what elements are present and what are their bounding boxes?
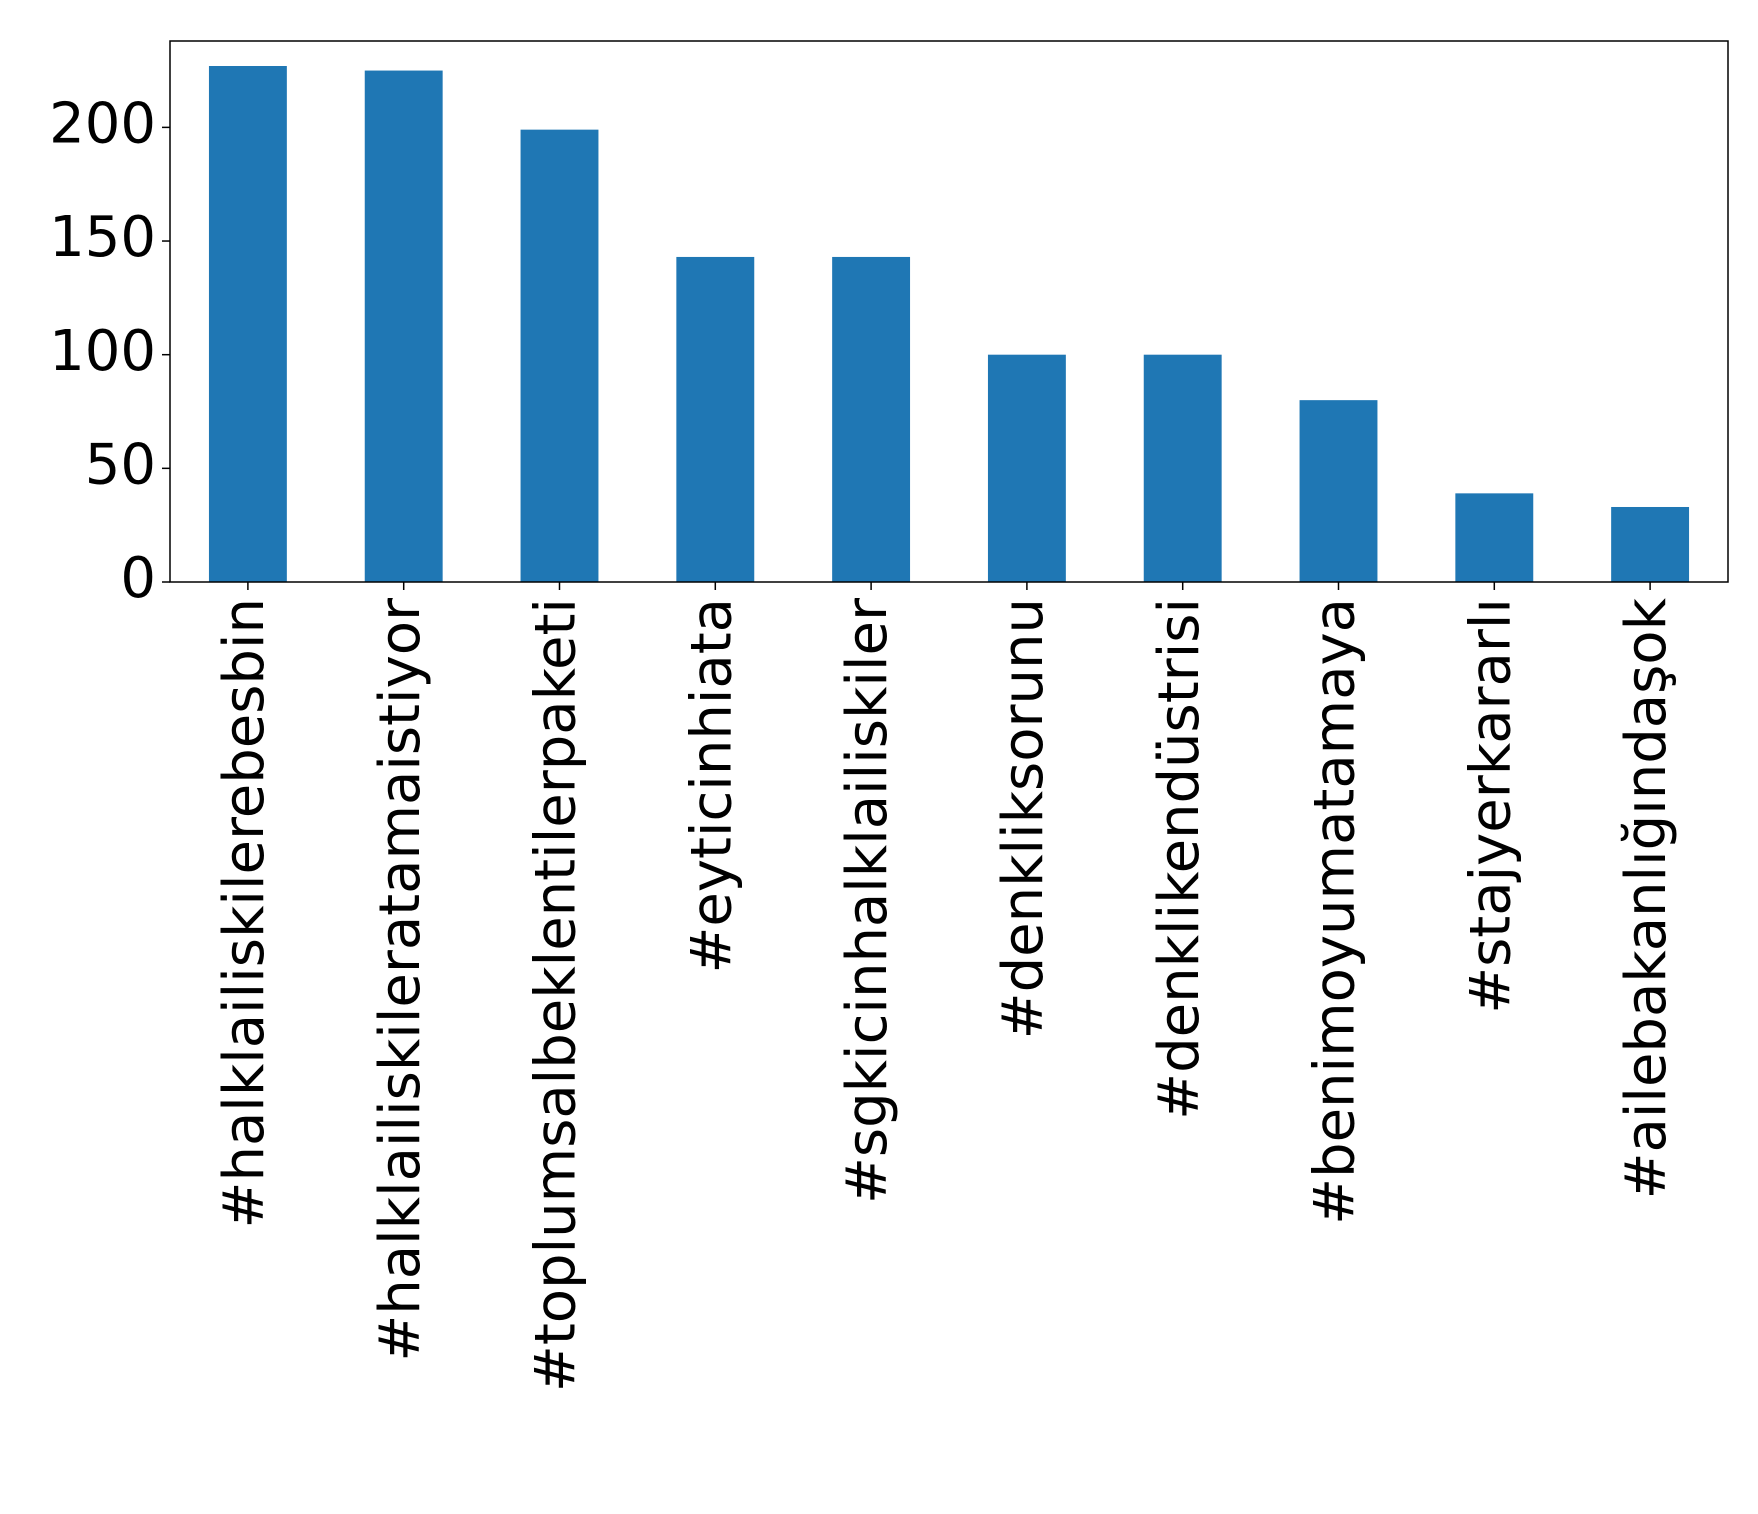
x-tick-label: #sgkicinhalklailiskiler: [835, 597, 900, 1204]
x-tick-label: #eyticinhiata: [679, 598, 744, 974]
bar: [364, 70, 443, 583]
y-tick-label: 0: [120, 546, 156, 611]
x-tick-label: #denklikendüstrisi: [1147, 598, 1212, 1120]
x-tick-label: #toplumsalbeklentilerpaketi: [524, 598, 589, 1392]
bar: [1455, 493, 1534, 582]
y-tick-label: 200: [49, 92, 156, 157]
bar: [1611, 506, 1690, 582]
bar: [1143, 354, 1222, 582]
y-tick-label: 150: [49, 205, 156, 270]
bar: [676, 256, 755, 582]
y-tick-label: 50: [85, 432, 156, 497]
x-tick-label: #halklailiskileratamaistiyor: [368, 597, 433, 1362]
bar: [520, 129, 599, 583]
x-tick-label: #benimoyumatamaya: [1303, 598, 1368, 1225]
bar: [832, 256, 911, 582]
y-tick-label: 100: [49, 319, 156, 384]
bar: [987, 354, 1066, 582]
x-tick-label: #ailebakanlığındaşok: [1614, 597, 1679, 1199]
plot-frame: [169, 40, 1729, 583]
x-tick-label: #denkliksorunu: [991, 598, 1056, 1039]
x-tick-label: #halklailiskilerebesbin: [212, 598, 277, 1228]
bar: [1299, 400, 1378, 582]
x-tick-label: #stajyerkararlı: [1458, 598, 1523, 1014]
bar: [208, 66, 287, 582]
